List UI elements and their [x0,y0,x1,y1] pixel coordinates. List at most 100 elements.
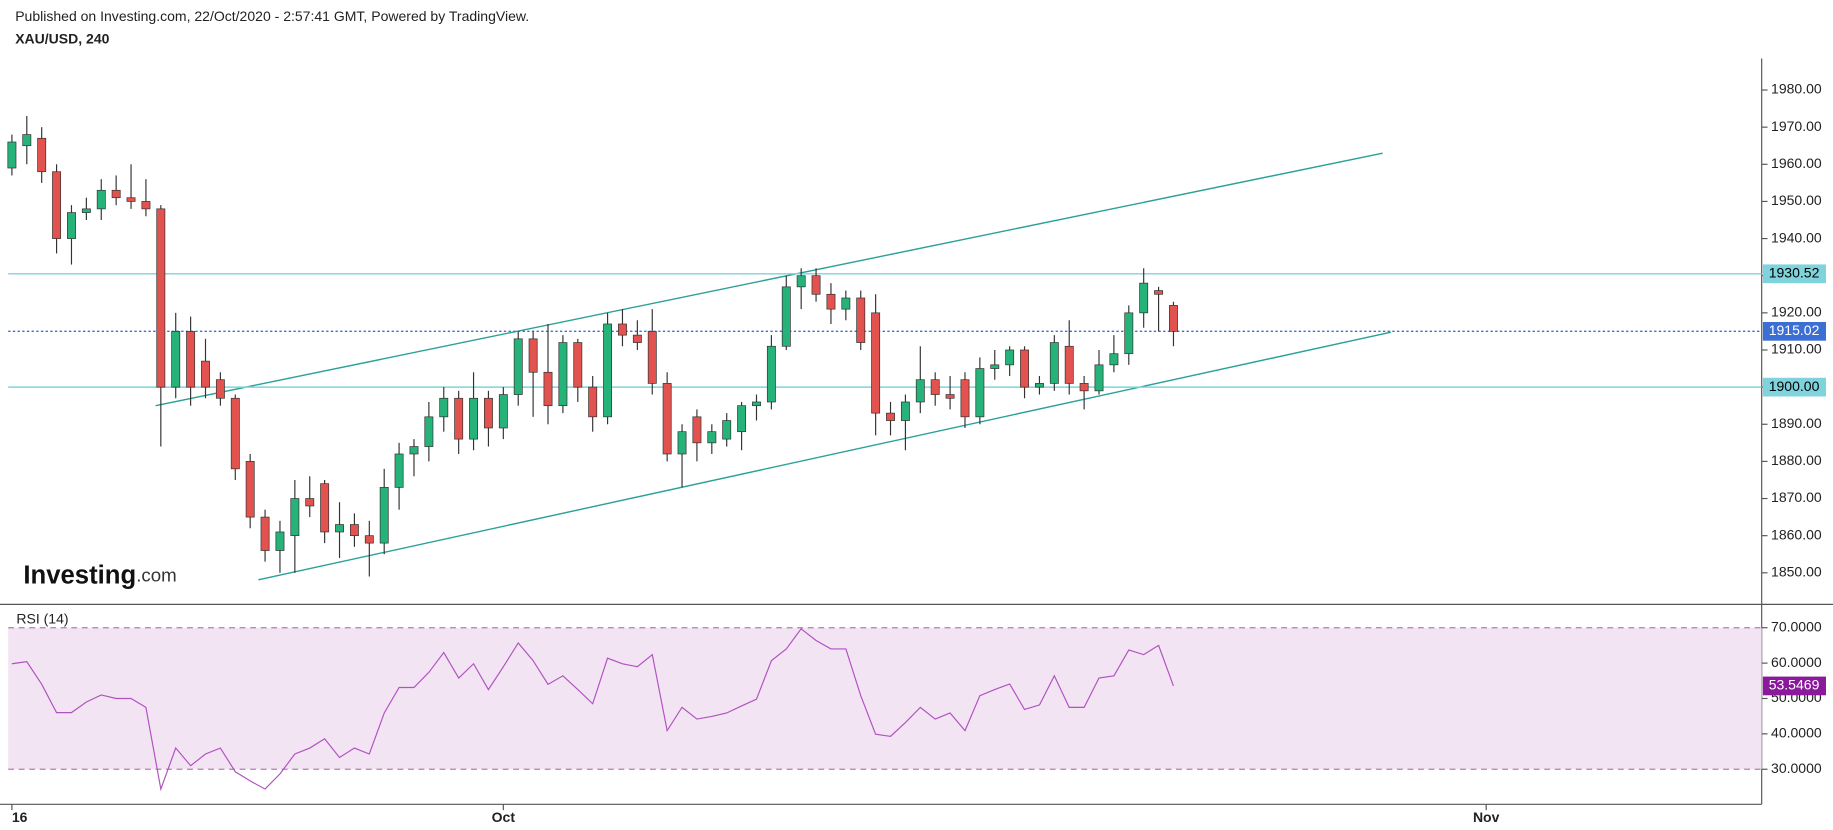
candle-body [409,446,419,455]
candle-body [201,360,210,388]
logo-suffix: .com [136,564,176,585]
candle-body [871,312,881,414]
candle-body [1154,290,1164,295]
candle-body [22,134,32,147]
candle-body [603,323,613,418]
candle-body [543,371,553,407]
candle-body [826,293,836,310]
y-tick-label: 1940.00 [1771,229,1822,245]
x-tick-label: Nov [1473,809,1500,825]
x-tick-label: Oct [492,809,516,825]
candle-body [81,208,91,213]
candle-body [349,524,359,537]
y-tick-label: 30.0000 [1771,760,1822,776]
y-tick-label: 1960.00 [1771,155,1822,171]
candle-body [841,297,851,310]
candle-body [752,401,761,407]
candle-body [260,516,270,551]
y-tick-label: 1920.00 [1771,304,1822,320]
y-tick-label: 1860.00 [1771,526,1822,542]
candle-body [484,397,493,429]
y-tick-label: 1890.00 [1771,415,1822,431]
level-tag [1762,321,1826,341]
candle-body [215,379,225,399]
candle-body [37,137,47,173]
candle-body [662,383,672,455]
candle-body [737,405,747,433]
y-tick-label: 1980.00 [1771,81,1822,97]
candle-body [1005,349,1015,366]
candle-body [886,412,895,421]
candle-body [528,338,538,373]
candle-body [856,297,866,343]
candle-body [796,275,806,288]
x-tick-label: 16 [12,809,28,825]
rsi-tag [1762,676,1826,696]
candle-body [290,498,300,537]
candle-body [364,535,374,544]
candle-body [275,531,285,551]
candle-body [990,364,1000,369]
candle-body [677,431,687,455]
candle-body [156,208,166,388]
candle-body [1169,305,1178,332]
candle-body [1049,342,1059,384]
candle-body [1020,349,1029,388]
candle-body [1034,383,1044,388]
candle-body [1094,364,1104,392]
trend-line [258,331,1392,581]
rsi-title: RSI (14) [16,610,68,626]
candle-body [900,401,910,421]
y-tick-label: 1950.00 [1771,192,1822,208]
rsi-band [8,627,1762,770]
candle-body [469,397,478,440]
candle-body [245,461,255,518]
rsi-tag-label: 53.5469 [1769,677,1820,693]
candle-body [1064,345,1074,384]
y-tick-label: 1880.00 [1771,452,1822,468]
candle-body [335,524,344,533]
candle-body [67,212,76,239]
candle-body [930,379,940,395]
candle-body [141,201,151,210]
candle-body [305,498,315,507]
candle-body [960,379,970,418]
candle-body [52,171,62,239]
level-tag-label: 1930.52 [1769,264,1820,280]
candle-body [722,420,732,440]
candle-body [230,397,240,470]
candle-body [707,431,717,444]
trend-line [155,152,1383,407]
candle-body [692,416,702,444]
candle-body [126,197,136,202]
candle-body [513,338,523,395]
candle-body [7,141,17,169]
candle-body [915,379,925,403]
y-tick-label: 1870.00 [1771,489,1822,505]
candle-body [111,189,121,199]
candle-body [588,386,598,418]
y-tick-label: 1850.00 [1771,564,1822,580]
candle-body [618,323,627,336]
level-tag-label: 1900.00 [1769,378,1820,394]
candle-body [439,397,449,418]
candle-body [498,394,508,429]
candle-body [171,331,181,388]
y-tick-label: 40.0000 [1771,725,1822,741]
logo-brand: Investing [23,561,136,589]
logo: Investing.com [23,561,176,589]
candle-body [1124,312,1134,355]
candle-body [811,275,821,295]
candle-body [186,331,196,388]
candle-body [975,368,985,418]
y-tick-label: 60.0000 [1771,654,1822,670]
candle-body [394,453,404,488]
level-tag-label: 1915.02 [1769,322,1820,338]
candle-body [632,334,642,343]
candle-body [379,487,389,544]
level-tag [1762,264,1826,284]
candle-body [454,397,464,440]
candle-body [1079,383,1089,392]
candle-body [647,331,657,384]
